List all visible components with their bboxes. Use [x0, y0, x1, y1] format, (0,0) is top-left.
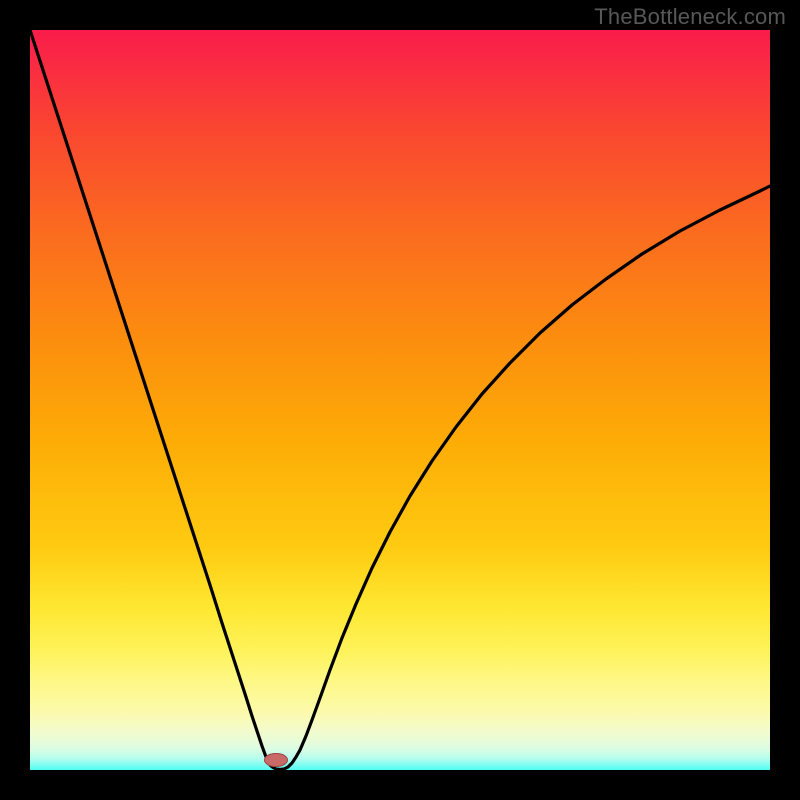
gradient-plot-area — [30, 30, 770, 770]
watermark-text: TheBottleneck.com — [594, 4, 786, 30]
bottleneck-curve — [30, 30, 770, 770]
optimal-point-marker — [264, 753, 288, 767]
